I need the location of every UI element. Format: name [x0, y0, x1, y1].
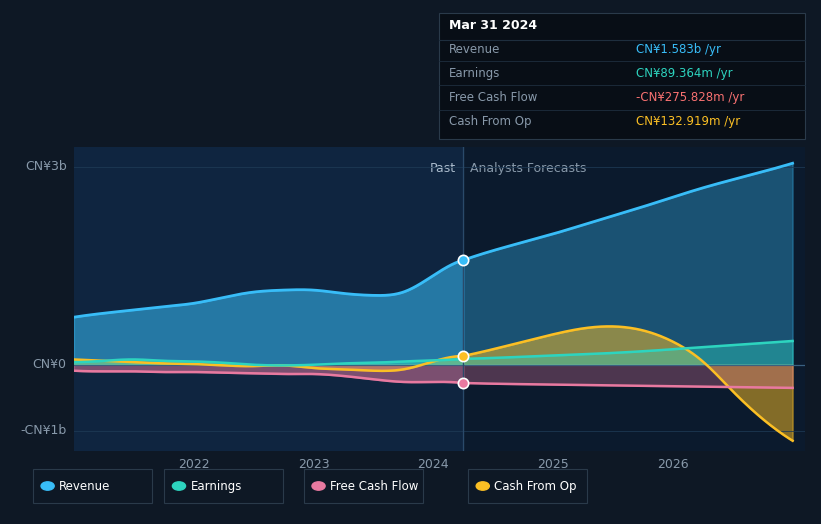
Text: CN¥89.364m /yr: CN¥89.364m /yr [636, 67, 733, 80]
Text: Cash From Op: Cash From Op [449, 115, 531, 128]
Text: Revenue: Revenue [449, 42, 501, 56]
Text: Revenue: Revenue [59, 479, 111, 493]
Text: Free Cash Flow: Free Cash Flow [330, 479, 419, 493]
Text: Mar 31 2024: Mar 31 2024 [449, 19, 537, 32]
Text: CN¥132.919m /yr: CN¥132.919m /yr [636, 115, 741, 128]
Text: Earnings: Earnings [449, 67, 501, 80]
Bar [463, 147, 805, 451]
Text: Past: Past [429, 162, 456, 175]
Text: Analysts Forecasts: Analysts Forecasts [470, 162, 587, 175]
Text: Free Cash Flow: Free Cash Flow [449, 91, 538, 104]
Text: -CN¥275.828m /yr: -CN¥275.828m /yr [636, 91, 745, 104]
Text: CN¥1.583b /yr: CN¥1.583b /yr [636, 42, 722, 56]
Point [456, 256, 470, 264]
Point [456, 352, 470, 360]
Bar [74, 147, 463, 451]
Text: CN¥0: CN¥0 [33, 358, 67, 371]
Text: Earnings: Earnings [190, 479, 242, 493]
Text: Cash From Op: Cash From Op [494, 479, 576, 493]
Text: CN¥3b: CN¥3b [25, 160, 67, 173]
Text: -CN¥1b: -CN¥1b [21, 424, 67, 438]
Point [456, 379, 470, 387]
